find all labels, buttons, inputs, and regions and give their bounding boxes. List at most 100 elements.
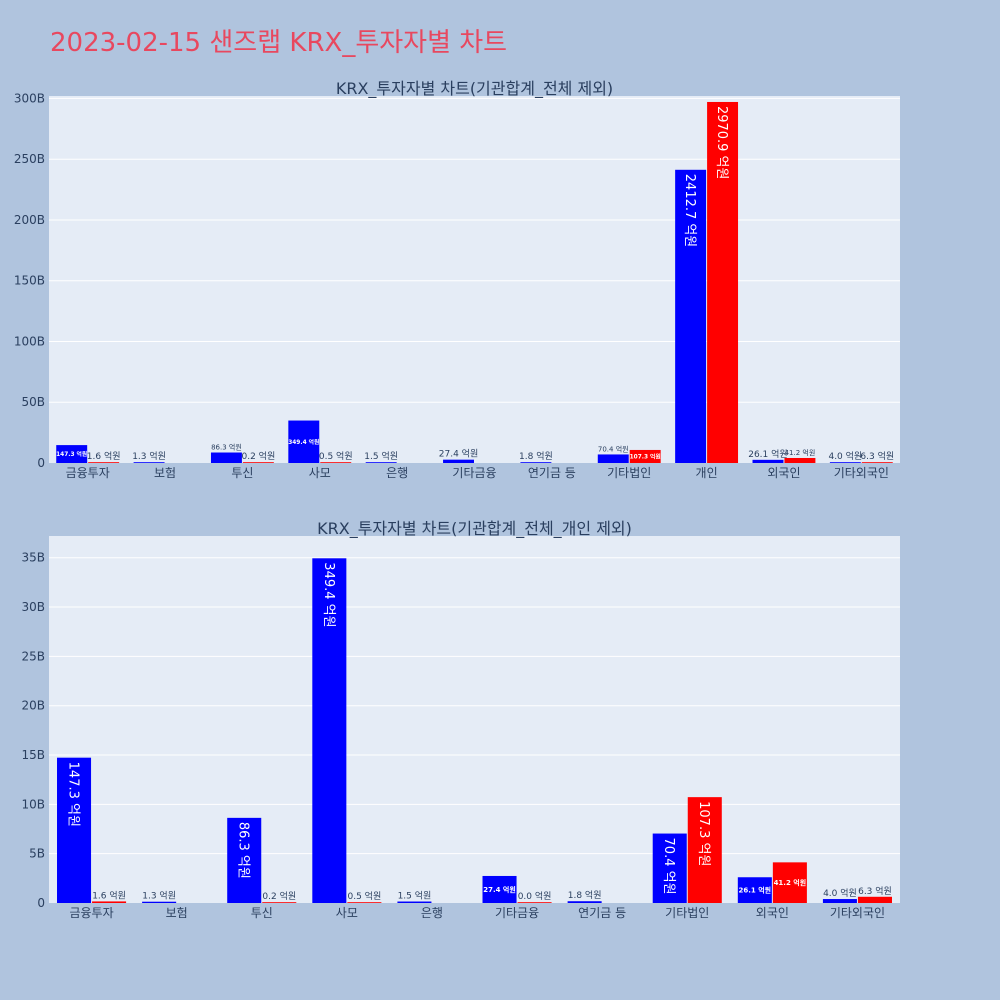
- x-tick-label: 기타외국인: [830, 906, 885, 920]
- bar: [210, 452, 242, 463]
- x-tick-label: 기타법인: [607, 466, 651, 480]
- y-tick-label: 0: [37, 896, 45, 910]
- bar: [133, 462, 165, 463]
- data-label: 4.0 억원: [828, 450, 862, 462]
- bar: [784, 457, 816, 463]
- y-tick-label: 5B: [29, 847, 45, 861]
- data-label: 1.8 억원: [568, 889, 602, 901]
- data-label: 70.4 억원: [598, 444, 629, 453]
- bar: [652, 833, 687, 903]
- data-label: 1.3 억원: [132, 450, 166, 462]
- y-tick-label: 35B: [21, 551, 45, 565]
- data-label: 4.0 억원: [823, 887, 857, 899]
- chart-title: KRX_투자자별 차트(기관합계_전체_개인 제외): [317, 519, 632, 539]
- x-tick-label: 보험: [154, 466, 176, 480]
- y-tick-label: 300B: [14, 91, 45, 105]
- x-tick-label: 기타금융: [452, 466, 496, 480]
- bar: [320, 462, 352, 463]
- bar: [57, 757, 92, 903]
- bar: [142, 901, 177, 903]
- bar: [567, 901, 602, 903]
- x-tick-label: 기타금융: [495, 906, 539, 920]
- data-label: 0.5 억원: [319, 450, 353, 462]
- bar: [861, 462, 893, 463]
- data-label: 0.2 억원: [262, 890, 296, 902]
- y-tick-label: 250B: [14, 152, 45, 166]
- chart-bottom: 0 5B 10B 15B 20B 25B 30B 35B KRX_투자자별 차트(기관합계_전체…: [21, 519, 900, 920]
- data-label: 1.3 억원: [142, 890, 176, 902]
- x-tick-label: 연기금 등: [578, 906, 626, 920]
- plot-area: [49, 536, 900, 903]
- data-label: 0.5 억원: [348, 890, 382, 902]
- x-tick-label: 금융투자: [69, 906, 113, 920]
- bar: [629, 449, 661, 463]
- bar: [822, 899, 857, 903]
- x-tick-label: 보험: [166, 906, 188, 920]
- x-tick-label: 개인: [696, 466, 718, 480]
- data-label: 6.3 억원: [858, 885, 892, 897]
- data-label: 2412.7 억원: [682, 174, 697, 247]
- data-label: 147.3 억원: [56, 450, 87, 458]
- data-label: 1.8 억원: [519, 450, 553, 462]
- x-tick-label: 외국인: [756, 906, 789, 920]
- plot-area: [49, 96, 900, 463]
- bar: [752, 459, 784, 463]
- bar: [443, 459, 474, 463]
- page-title: 2023-02-15 샌즈랩 KRX_투자자별 차트: [50, 28, 508, 58]
- bar: [597, 454, 629, 463]
- bar: [88, 462, 120, 463]
- x-tick-label: 기타법인: [665, 906, 709, 920]
- y-tick-label: 15B: [21, 748, 45, 762]
- chart-title: KRX_투자자별 차트(기관합계_전체 제외): [336, 79, 613, 99]
- bar: [857, 896, 892, 903]
- bar: [687, 797, 722, 903]
- x-tick-label: 기타외국인: [834, 466, 889, 480]
- bar: [772, 862, 807, 903]
- bar: [675, 169, 707, 463]
- data-label: 107.3 억원: [696, 801, 711, 866]
- bar: [227, 817, 262, 903]
- bar: [365, 462, 397, 463]
- bar: [737, 877, 772, 903]
- y-tick-label: 50B: [21, 395, 45, 409]
- data-label: 27.4 억원: [439, 448, 478, 460]
- bar: [288, 420, 320, 463]
- data-label: 86.3 억원: [236, 822, 251, 879]
- x-tick-label: 연기금 등: [528, 466, 576, 480]
- bar: [517, 902, 552, 903]
- bar: [482, 875, 517, 903]
- bar: [397, 901, 432, 903]
- bar: [707, 101, 739, 463]
- x-tick-label: 사모: [309, 466, 331, 480]
- data-label: 147.3 억원: [65, 762, 80, 827]
- data-label: 349.4 억원: [288, 438, 319, 446]
- bar: [242, 462, 274, 463]
- y-tick-label: 20B: [21, 699, 45, 713]
- data-label: 86.3 억원: [211, 443, 242, 452]
- bar: [262, 902, 297, 903]
- data-label: 41.2 억원: [774, 878, 807, 887]
- data-label: 27.4 억원: [483, 885, 516, 894]
- data-label: 2970.9 억원: [714, 106, 729, 179]
- bar: [312, 558, 347, 903]
- data-label: 26.1 억원: [739, 886, 772, 895]
- data-label: 41.2 억원: [785, 448, 816, 457]
- bar: [92, 901, 127, 903]
- y-tick-label: 200B: [14, 213, 45, 227]
- data-label: 1.5 억원: [398, 890, 432, 902]
- data-label: 349.4 억원: [321, 562, 336, 627]
- x-tick-label: 외국인: [767, 466, 800, 480]
- data-label: 1.6 억원: [87, 450, 121, 462]
- data-label: 1.5 억원: [364, 450, 398, 462]
- x-tick-label: 금융투자: [66, 466, 110, 480]
- x-tick-label: 은행: [421, 905, 443, 920]
- data-label: 107.3 억원: [630, 453, 661, 461]
- x-tick-label: 투신: [251, 906, 273, 920]
- y-tick-label: 30B: [21, 600, 45, 614]
- data-label: 0.0 억원: [518, 890, 552, 902]
- bar: [56, 445, 88, 463]
- y-tick-label: 10B: [21, 797, 45, 811]
- y-tick-label: 150B: [14, 274, 45, 288]
- y-tick-label: 0: [37, 456, 45, 470]
